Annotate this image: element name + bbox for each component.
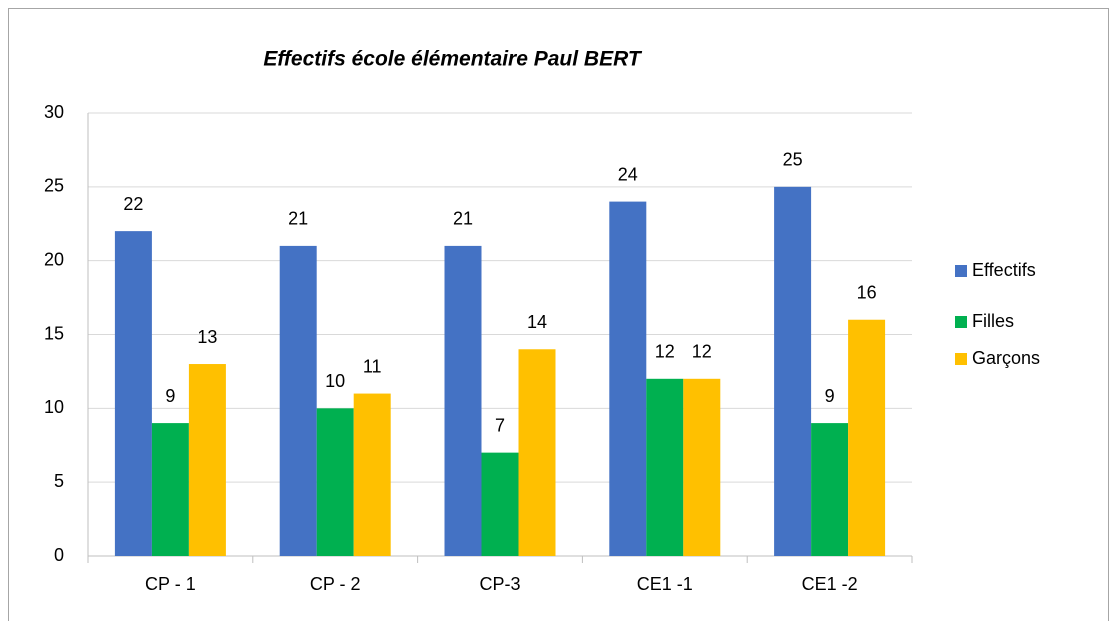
legend-label: Filles bbox=[972, 311, 1014, 331]
bar bbox=[848, 319, 886, 556]
y-tick-label: 30 bbox=[44, 102, 64, 122]
x-tick-label: CE1 -1 bbox=[637, 574, 693, 594]
legend-label: Garçons bbox=[972, 348, 1040, 368]
bar bbox=[444, 245, 482, 556]
legend-swatch bbox=[955, 316, 967, 328]
data-label: 13 bbox=[197, 327, 217, 347]
data-label: 21 bbox=[288, 209, 308, 229]
data-label: 10 bbox=[325, 371, 345, 391]
legend-swatch bbox=[955, 265, 967, 277]
bar bbox=[151, 423, 189, 556]
x-tick-label: CP-3 bbox=[479, 574, 520, 594]
bar bbox=[811, 423, 849, 556]
bar bbox=[316, 408, 354, 556]
data-label: 12 bbox=[655, 342, 675, 362]
legend-label: Effectifs bbox=[972, 260, 1036, 280]
y-tick-label: 5 bbox=[54, 471, 64, 491]
data-label: 11 bbox=[363, 356, 382, 376]
data-label: 22 bbox=[123, 194, 143, 214]
x-tick-label: CP - 2 bbox=[310, 574, 361, 594]
data-label: 24 bbox=[618, 164, 638, 184]
bar bbox=[609, 201, 647, 556]
data-label: 12 bbox=[692, 342, 712, 362]
data-label: 9 bbox=[825, 386, 835, 406]
data-label: 9 bbox=[165, 386, 175, 406]
y-tick-label: 15 bbox=[44, 323, 64, 343]
y-tick-label: 0 bbox=[54, 545, 64, 565]
legend-swatch bbox=[955, 353, 967, 365]
y-tick-label: 10 bbox=[44, 397, 64, 417]
x-tick-label: CP - 1 bbox=[145, 574, 196, 594]
data-label: 21 bbox=[453, 209, 473, 229]
bar bbox=[114, 231, 152, 556]
data-label: 7 bbox=[495, 415, 505, 435]
data-label: 25 bbox=[783, 150, 803, 170]
bar bbox=[188, 364, 226, 556]
bar bbox=[774, 186, 812, 557]
y-tick-label: 25 bbox=[44, 176, 64, 196]
bar bbox=[481, 452, 519, 556]
data-label: 16 bbox=[857, 282, 877, 302]
data-label: 14 bbox=[527, 312, 547, 332]
bar bbox=[279, 245, 317, 556]
y-tick-label: 20 bbox=[44, 249, 64, 269]
bar bbox=[683, 378, 721, 556]
x-tick-label: CE1 -2 bbox=[802, 574, 858, 594]
bar bbox=[646, 378, 684, 556]
chart-title: Effectifs école élémentaire Paul BERT bbox=[263, 48, 643, 71]
bar bbox=[353, 393, 391, 556]
bar bbox=[518, 349, 556, 556]
